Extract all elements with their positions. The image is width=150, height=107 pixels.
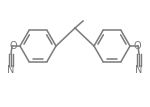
- Text: N: N: [135, 65, 143, 75]
- Text: O: O: [9, 41, 17, 51]
- Text: N: N: [7, 65, 15, 75]
- Text: O: O: [133, 41, 141, 51]
